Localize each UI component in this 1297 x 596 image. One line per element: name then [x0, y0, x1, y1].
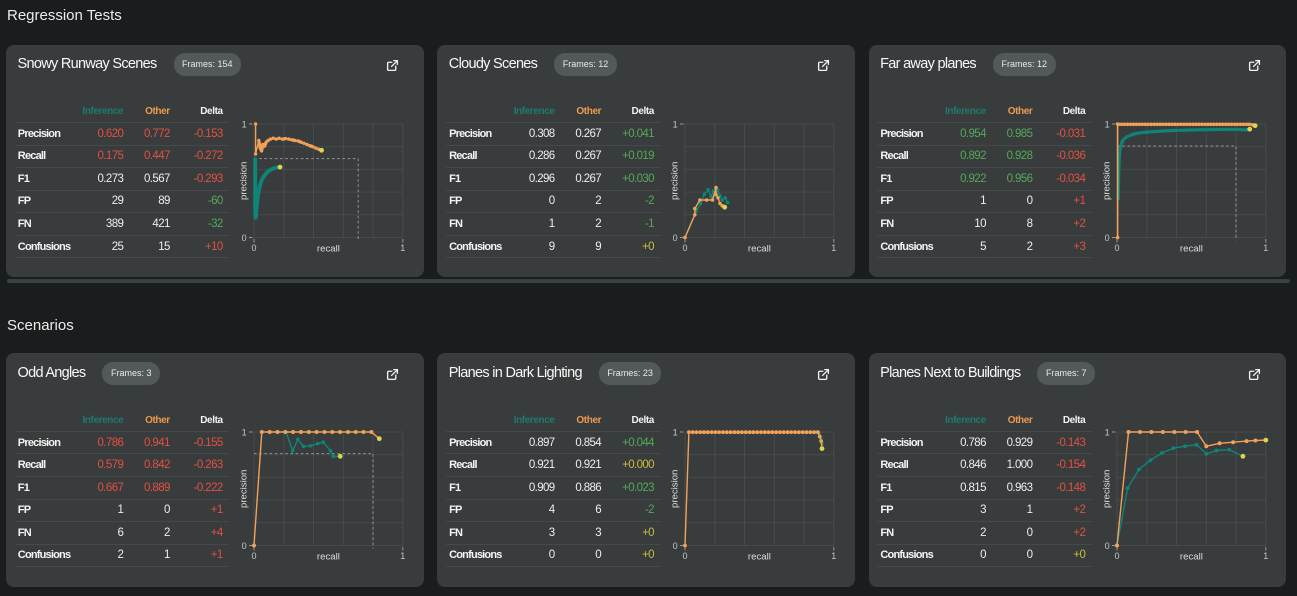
- svg-text:recall: recall: [1180, 243, 1203, 254]
- svg-text:0: 0: [242, 541, 247, 551]
- svg-text:recall: recall: [1180, 552, 1203, 563]
- svg-text:0: 0: [683, 243, 688, 253]
- svg-text:1: 1: [242, 119, 247, 129]
- svg-text:1: 1: [1104, 119, 1109, 129]
- svg-text:0: 0: [251, 243, 256, 253]
- svg-text:1: 1: [832, 551, 837, 561]
- svg-text:0: 0: [1114, 243, 1119, 253]
- svg-text:0: 0: [1104, 232, 1109, 242]
- svg-text:0: 0: [673, 541, 678, 551]
- svg-text:1: 1: [1263, 243, 1268, 253]
- svg-text:precision: precision: [239, 470, 250, 508]
- svg-text:0: 0: [673, 232, 678, 242]
- svg-text:recall: recall: [317, 243, 340, 254]
- svg-text:precision: precision: [1101, 470, 1112, 508]
- svg-text:precision: precision: [670, 470, 681, 508]
- svg-text:1: 1: [400, 243, 405, 253]
- svg-text:1: 1: [1104, 428, 1109, 438]
- svg-text:recall: recall: [317, 552, 340, 563]
- svg-text:1: 1: [400, 551, 405, 561]
- svg-text:0: 0: [683, 551, 688, 561]
- svg-text:0: 0: [242, 232, 247, 242]
- svg-text:recall: recall: [748, 243, 771, 254]
- svg-text:0: 0: [1104, 541, 1109, 551]
- svg-text:0: 0: [1114, 551, 1119, 561]
- svg-text:recall: recall: [748, 552, 771, 563]
- svg-text:1: 1: [832, 243, 837, 253]
- svg-text:1: 1: [673, 119, 678, 129]
- svg-text:precision: precision: [1101, 161, 1112, 199]
- svg-text:1: 1: [242, 428, 247, 438]
- svg-text:precision: precision: [239, 161, 250, 199]
- svg-text:precision: precision: [670, 161, 681, 199]
- svg-text:1: 1: [673, 428, 678, 438]
- svg-text:0: 0: [251, 551, 256, 561]
- svg-text:1: 1: [1263, 551, 1268, 561]
